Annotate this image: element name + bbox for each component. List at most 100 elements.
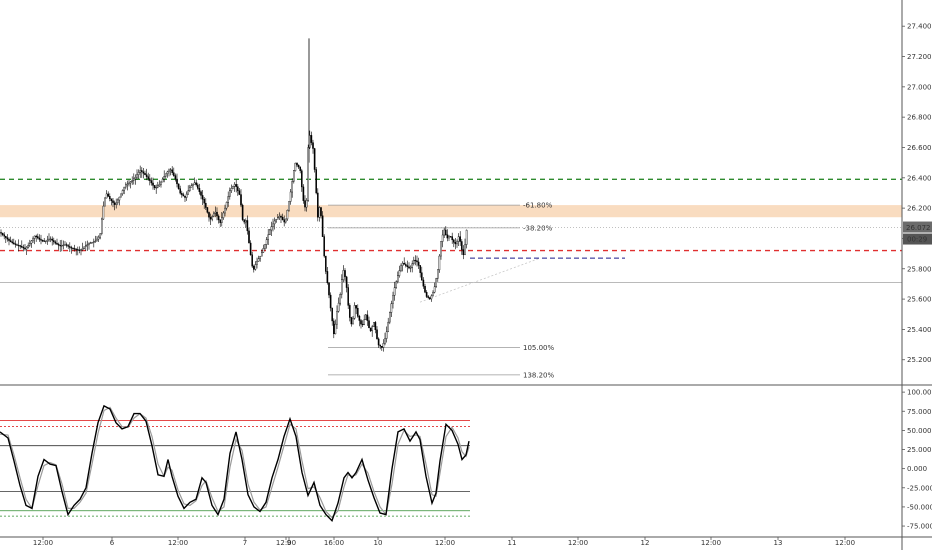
- candle: [261, 252, 263, 257]
- candle: [371, 326, 374, 332]
- candle: [182, 194, 185, 197]
- candle: [244, 220, 247, 223]
- candle: [84, 245, 87, 247]
- candle: [323, 236, 326, 257]
- candle: [30, 240, 33, 244]
- candle: [451, 236, 454, 241]
- candle: [89, 242, 92, 244]
- price-tick-label: 25.800: [907, 265, 932, 273]
- candle: [3, 234, 5, 237]
- candle: [277, 217, 279, 220]
- trend-dotted-line[interactable]: [419, 257, 541, 303]
- candle: [425, 292, 428, 297]
- candle: [37, 236, 39, 239]
- candle: [417, 261, 420, 266]
- candle: [86, 244, 89, 246]
- candle: [457, 236, 460, 242]
- candle: [235, 184, 238, 187]
- candle: [381, 346, 383, 348]
- candle: [211, 216, 214, 220]
- candle: [403, 262, 406, 265]
- candle: [344, 270, 346, 278]
- candle: [280, 216, 282, 218]
- candle: [352, 318, 354, 325]
- candle: [365, 314, 367, 320]
- candle: [184, 195, 186, 198]
- candle: [435, 278, 438, 288]
- candle: [369, 327, 372, 332]
- candle: [123, 186, 125, 191]
- candle: [341, 279, 343, 295]
- candle: [208, 212, 210, 218]
- candle: [326, 271, 329, 283]
- candle: [376, 329, 378, 340]
- candle: [192, 183, 194, 186]
- candle: [88, 243, 90, 245]
- candle: [193, 182, 196, 185]
- candle: [153, 185, 156, 189]
- candle: [148, 178, 151, 181]
- candle: [54, 241, 57, 244]
- candle: [401, 262, 404, 266]
- candle: [59, 244, 61, 247]
- oscillator-d-line[interactable]: [0, 406, 470, 519]
- time-tick-label: 7: [243, 539, 247, 547]
- fib-label: 105.00%: [523, 344, 554, 352]
- candle: [443, 229, 446, 236]
- candle: [225, 202, 228, 209]
- candle: [333, 320, 335, 335]
- candle: [68, 246, 71, 248]
- time-tick-label: 10: [374, 539, 383, 547]
- price-background: [0, 0, 902, 550]
- candle: [357, 307, 359, 317]
- candle: [163, 176, 166, 180]
- time-tick-label: 12:00: [568, 539, 588, 547]
- candle: [441, 234, 444, 242]
- candle: [53, 240, 55, 243]
- candle: [440, 241, 442, 257]
- candle: [321, 215, 324, 237]
- oscillator-panel[interactable]: [0, 404, 470, 522]
- candle: [349, 305, 351, 318]
- candle: [459, 236, 462, 242]
- candle: [241, 204, 244, 220]
- candle: [188, 187, 191, 191]
- candle: [259, 255, 262, 259]
- candle: [397, 275, 399, 282]
- candle: [232, 186, 234, 189]
- candle: [368, 320, 370, 329]
- countdown-tag: [903, 233, 932, 245]
- candle: [437, 269, 439, 279]
- candle: [40, 239, 42, 241]
- price-tick-label: 27.200: [907, 53, 932, 61]
- candle: [289, 191, 292, 202]
- price-tick-label: 26.800: [907, 114, 932, 122]
- candle: [105, 193, 108, 199]
- candle: [75, 248, 77, 250]
- candle: [155, 187, 158, 189]
- candle: [118, 196, 121, 201]
- candle: [297, 164, 300, 168]
- candle: [100, 218, 103, 234]
- price-tick-label: 25.400: [907, 326, 932, 334]
- candle: [80, 249, 82, 251]
- candle: [262, 248, 265, 253]
- candle: [33, 235, 36, 239]
- candle: [429, 297, 431, 300]
- candle: [243, 219, 246, 223]
- oscillator-tick-label: -50.000: [907, 503, 932, 511]
- candle: [374, 322, 377, 330]
- candle: [32, 238, 34, 242]
- oscillator-k-line[interactable]: [0, 404, 470, 522]
- candle: [269, 229, 271, 236]
- time-tick-label: 12: [641, 539, 650, 547]
- candle: [150, 180, 153, 184]
- candle: [21, 245, 23, 248]
- candle: [180, 192, 183, 195]
- candle: [265, 239, 268, 245]
- candle: [9, 240, 12, 243]
- candle: [301, 170, 303, 188]
- candle: [185, 193, 188, 198]
- price-panel[interactable]: -61.80% -38.20% 105.00% 138.20%: [0, 0, 902, 550]
- candle: [187, 190, 190, 195]
